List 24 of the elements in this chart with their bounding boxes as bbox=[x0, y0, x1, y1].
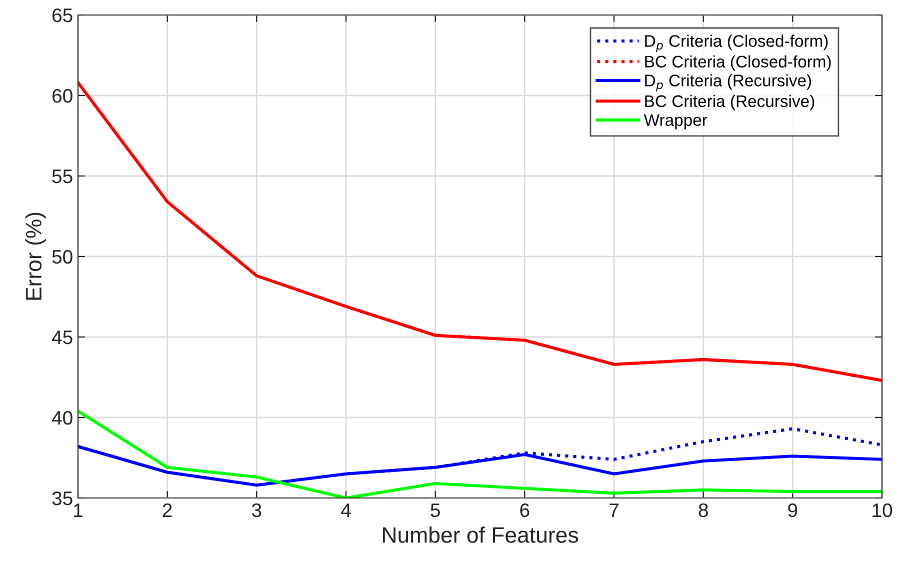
y-tick-label: 65 bbox=[52, 8, 72, 22]
x-tick-label: 1 bbox=[74, 504, 82, 517]
x-tick-label: 9 bbox=[788, 503, 798, 518]
x-axis-title: Number of Features bbox=[383, 526, 578, 543]
legend-label: BC Criteria (Closed-form) bbox=[645, 55, 831, 71]
y-axis-title: Error (%) bbox=[25, 212, 46, 300]
y-tick-label: 40 bbox=[52, 410, 72, 425]
legend-label: D$_{p}$ Criteria (Recursive) bbox=[645, 74, 812, 92]
legend-label: BC Criteria (Recursive) bbox=[645, 94, 814, 110]
y-tick-label: 35 bbox=[52, 491, 72, 506]
y-tick-label: 45 bbox=[52, 330, 72, 344]
y-tick-label: 60 bbox=[52, 88, 72, 103]
x-tick-label: 4 bbox=[341, 504, 351, 517]
x-tick-label: 8 bbox=[698, 503, 708, 518]
y-tick-label: 50 bbox=[52, 250, 72, 264]
x-tick-label: 2 bbox=[162, 503, 172, 517]
legend-label: D$_{p}$ Criteria (Closed-form) bbox=[645, 34, 828, 52]
legend-label: Wrapper bbox=[644, 114, 708, 130]
x-tick-label: 6 bbox=[520, 503, 530, 518]
x-tick-label: 7 bbox=[610, 504, 618, 517]
x-tick-label: 3 bbox=[252, 503, 262, 518]
y-tick-label: 55 bbox=[52, 170, 72, 184]
x-tick-label: 10 bbox=[872, 503, 892, 518]
x-tick-label: 5 bbox=[430, 504, 440, 518]
